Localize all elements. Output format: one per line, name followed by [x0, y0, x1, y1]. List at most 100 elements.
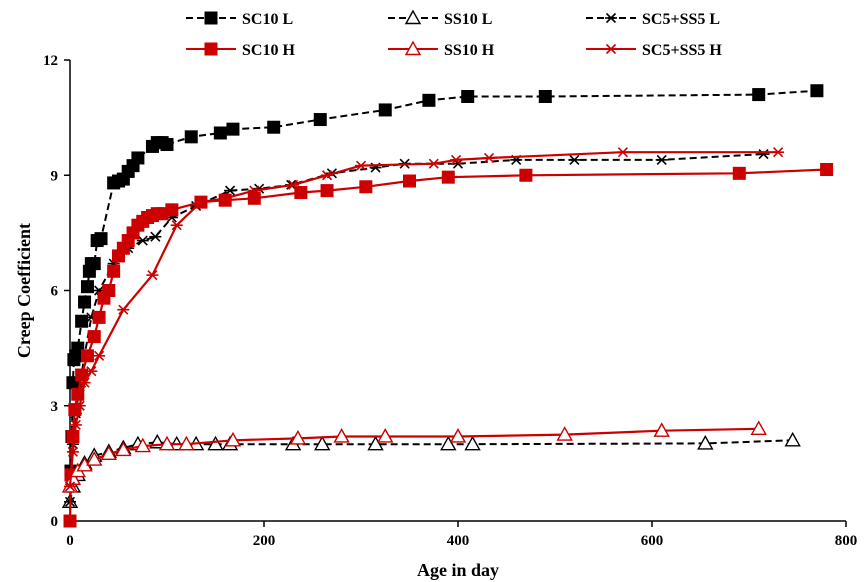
data-point: [170, 220, 183, 231]
data-point: [440, 435, 457, 451]
data-point: [359, 180, 373, 194]
data-point: [820, 162, 834, 176]
series-line: [69, 153, 764, 502]
data-point: [131, 151, 145, 165]
series-ss10-h: [61, 420, 767, 493]
data-point: [115, 441, 132, 457]
data-point: [784, 431, 801, 447]
data-point: [248, 185, 261, 196]
data-point: [158, 435, 176, 451]
data-point: [146, 270, 159, 281]
data-point: [450, 154, 463, 165]
legend-marker: [204, 42, 218, 56]
legend-label: SC5+SS5 H: [642, 42, 722, 59]
data-point: [178, 435, 195, 451]
data-point: [750, 420, 767, 435]
data-point: [810, 84, 824, 98]
data-point: [226, 122, 240, 136]
legend-item: SC10 H: [186, 42, 295, 59]
legend-marker: [404, 9, 422, 25]
data-point: [218, 193, 232, 207]
legend-label: SC10 L: [242, 11, 293, 28]
data-point: [483, 152, 496, 164]
data-point: [313, 113, 327, 127]
data-point: [267, 120, 281, 134]
x-tick-label: 200: [253, 533, 276, 549]
legend-marker: [204, 11, 218, 25]
data-point: [772, 147, 785, 158]
data-point: [655, 154, 668, 165]
data-point: [94, 232, 108, 246]
legend-label: SC5+SS5 L: [642, 11, 720, 28]
data-point: [136, 235, 149, 246]
data-point: [247, 191, 261, 205]
data-point: [87, 330, 101, 344]
data-point: [403, 174, 416, 188]
legend-label: SC10 H: [242, 42, 295, 59]
data-point: [355, 160, 367, 171]
x-tick-label: 0: [66, 533, 74, 549]
y-tick-label: 0: [51, 514, 59, 530]
series-sc5-ss5-l: [64, 149, 770, 507]
data-point: [92, 310, 106, 324]
data-point: [107, 264, 121, 278]
data-point: [78, 377, 91, 388]
data-point: [697, 434, 714, 450]
data-point: [556, 426, 573, 441]
data-point: [538, 89, 552, 103]
data-point: [464, 435, 481, 451]
data-point: [69, 419, 82, 431]
data-point: [207, 435, 224, 451]
data-point: [461, 89, 475, 103]
data-point: [78, 295, 92, 309]
legend-label: SS10 H: [444, 42, 495, 59]
data-point: [367, 435, 384, 451]
data-point: [333, 428, 350, 443]
y-axis-title: Creep Coefficient: [14, 223, 34, 358]
legend-item: SS10 L: [388, 9, 492, 28]
plot-area: [61, 84, 834, 528]
data-point: [377, 428, 394, 443]
data-point: [93, 350, 106, 361]
legend-marker: [605, 43, 617, 55]
data-point: [224, 185, 237, 196]
data-point: [64, 481, 76, 492]
x-axis-title: Age in day: [417, 560, 499, 580]
data-point: [732, 166, 746, 180]
series-line: [68, 168, 827, 522]
data-point: [194, 197, 207, 208]
data-point: [314, 435, 331, 451]
legend-item: SS10 H: [388, 40, 495, 59]
x-tick-label: 800: [835, 533, 858, 549]
legend-label: SS10 L: [444, 11, 492, 28]
data-point: [519, 168, 533, 182]
data-point: [427, 158, 440, 169]
series-line: [69, 89, 817, 522]
data-point: [102, 284, 116, 297]
y-tick-label: 3: [51, 399, 59, 415]
series-sc10-h: [63, 162, 834, 528]
series-sc5-ss5-h: [64, 147, 785, 492]
x-tick-label: 600: [641, 533, 664, 549]
axes: 0 3 6 9 12 0 200 400 600 800: [43, 53, 857, 549]
data-point: [219, 193, 232, 204]
data-point: [160, 138, 174, 152]
data-point: [320, 184, 334, 198]
y-tick-label: 6: [51, 284, 59, 300]
data-point: [63, 514, 77, 528]
data-point: [213, 126, 227, 140]
data-point: [86, 451, 103, 466]
data-point: [85, 366, 98, 377]
data-point: [184, 130, 198, 144]
data-point: [80, 349, 94, 363]
data-point: [117, 304, 130, 315]
data-point: [149, 231, 162, 242]
legend-item: SC5+SS5 H: [586, 42, 722, 59]
data-point: [100, 445, 117, 460]
y-tick-label: 12: [43, 53, 58, 69]
legend-marker: [404, 40, 422, 56]
data-point: [616, 147, 629, 158]
legend-item: SC10 L: [186, 11, 293, 28]
